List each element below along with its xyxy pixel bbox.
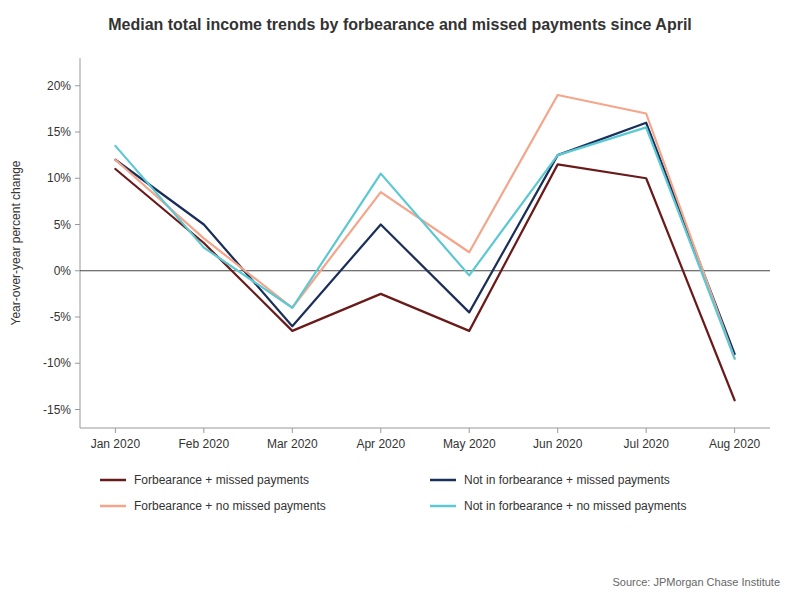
y-axis-line bbox=[80, 58, 81, 428]
y-tick-label: 0% bbox=[54, 264, 72, 278]
y-tick-label: -15% bbox=[43, 403, 71, 417]
x-tick-label: Apr 2020 bbox=[356, 437, 405, 451]
series-line bbox=[115, 123, 734, 354]
y-tick bbox=[75, 363, 80, 364]
legend-label: Not in forbearance + no missed payments bbox=[464, 499, 686, 513]
x-tick bbox=[115, 428, 116, 433]
x-tick bbox=[203, 428, 204, 433]
x-tick-label: Jul 2020 bbox=[623, 437, 669, 451]
legend-swatch bbox=[430, 505, 456, 508]
y-tick bbox=[75, 270, 80, 271]
x-tick-label: Aug 2020 bbox=[709, 437, 761, 451]
legend-label: Forbearance + no missed payments bbox=[134, 499, 326, 513]
x-tick-label: Mar 2020 bbox=[267, 437, 318, 451]
y-tick-label: -10% bbox=[43, 356, 71, 370]
series-line bbox=[115, 127, 734, 358]
legend-swatch bbox=[100, 505, 126, 508]
legend-label: Forbearance + missed payments bbox=[134, 473, 309, 487]
legend: Forbearance + missed payments Not in forb… bbox=[100, 473, 686, 513]
x-tick bbox=[292, 428, 293, 433]
y-tick bbox=[75, 132, 80, 133]
x-tick bbox=[646, 428, 647, 433]
y-tick-label: 5% bbox=[54, 218, 72, 232]
chart: Median total income trends by forbearanc… bbox=[0, 0, 800, 598]
series-line bbox=[115, 95, 734, 359]
y-tick bbox=[75, 178, 80, 179]
legend-swatch bbox=[100, 479, 126, 482]
legend-label: Not in forbearance + missed payments bbox=[464, 473, 670, 487]
series-line bbox=[115, 164, 734, 400]
y-axis-label: Year-over-year percent change bbox=[9, 160, 23, 325]
x-tick bbox=[734, 428, 735, 433]
y-tick bbox=[75, 85, 80, 86]
x-tick-label: Jun 2020 bbox=[533, 437, 583, 451]
y-tick-label: 10% bbox=[47, 171, 71, 185]
annotation: Source: JPMorgan Chase Institute bbox=[612, 576, 780, 588]
x-tick-label: Feb 2020 bbox=[178, 437, 229, 451]
reference-line bbox=[80, 270, 770, 271]
x-tick-label: Jan 2020 bbox=[91, 437, 141, 451]
y-tick-label: 15% bbox=[47, 125, 71, 139]
y-tick-label: 20% bbox=[47, 79, 71, 93]
x-tick bbox=[557, 428, 558, 433]
title: Median total income trends by forbearanc… bbox=[108, 16, 692, 33]
x-axis-line bbox=[80, 428, 770, 429]
x-tick bbox=[469, 428, 470, 433]
y-tick bbox=[75, 409, 80, 410]
x-tick-label: May 2020 bbox=[443, 437, 496, 451]
axes: -15% -10% -5% 0% 5% 10% 15% 20% Jan 2020 Feb 2020… bbox=[43, 58, 770, 451]
y-tick-label: -5% bbox=[50, 310, 72, 324]
plot-area bbox=[80, 95, 770, 400]
y-tick bbox=[75, 317, 80, 318]
legend-swatch bbox=[430, 479, 456, 482]
x-tick bbox=[380, 428, 381, 433]
y-tick bbox=[75, 224, 80, 225]
